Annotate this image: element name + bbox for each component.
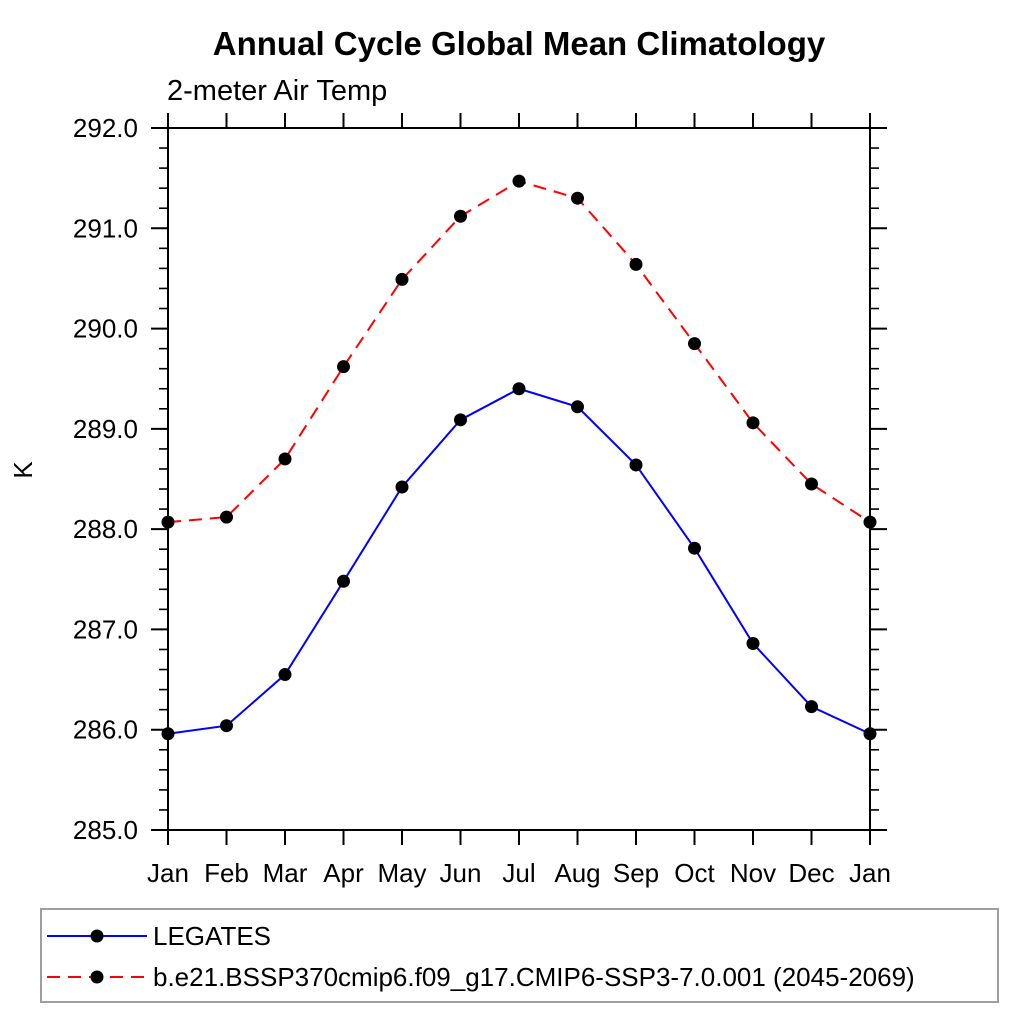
data-point-marker (805, 477, 818, 491)
y-tick-label: 291.0 (73, 213, 138, 243)
y-tick-label: 290.0 (73, 314, 138, 344)
data-point-marker (278, 452, 292, 466)
x-tick-label: May (377, 858, 426, 888)
x-tick-label: Aug (554, 858, 600, 888)
series-line (167, 387, 871, 735)
data-point-marker (805, 700, 818, 714)
plot-frame (167, 127, 871, 831)
x-tick-label: Feb (204, 858, 249, 888)
data-point-marker (161, 727, 175, 741)
data-point-marker (629, 458, 643, 472)
series-line (167, 180, 871, 524)
x-tick-label: Jan (147, 858, 189, 888)
y-tick-label: 286.0 (73, 715, 138, 745)
x-tick-label: Oct (674, 858, 715, 888)
x-tick-label: Sep (613, 858, 659, 888)
data-point-marker (395, 480, 409, 494)
y-tick-label: 287.0 (73, 614, 138, 644)
data-point-marker (220, 510, 233, 524)
data-point-marker (512, 174, 526, 188)
legend-entry-marker (90, 929, 104, 943)
data-point-marker (571, 400, 584, 414)
x-tick-label: Apr (323, 858, 364, 888)
y-axis-label: K (8, 461, 38, 479)
legend-entry-label: b.e21.BSSP370cmip6.f09_g17.CMIP6-SSP3-7.… (153, 962, 915, 992)
y-tick-label: 285.0 (73, 815, 138, 845)
data-point-marker (454, 413, 467, 427)
data-point-marker (337, 360, 350, 374)
data-point-marker (395, 272, 409, 286)
legend-box (40, 908, 999, 1003)
data-point-marker (688, 337, 701, 351)
data-point-marker (571, 191, 584, 205)
legend-entry-label: LEGATES (153, 921, 271, 951)
data-point-marker (746, 416, 760, 430)
data-point-marker (688, 541, 701, 555)
data-point-marker (220, 719, 233, 733)
data-point-marker (629, 257, 643, 271)
chart-subtitle: 2-meter Air Temp (167, 75, 387, 107)
x-tick-label: Jun (440, 858, 482, 888)
chart-title: Annual Cycle Global Mean Climatology (213, 25, 826, 62)
x-tick-label: Jul (502, 858, 535, 888)
x-tick-label: Nov (730, 858, 776, 888)
data-point-marker (161, 515, 175, 529)
data-point-marker (337, 574, 350, 588)
data-point-marker (278, 668, 292, 682)
axes: 285.0 286.0 287.0 288.0 289.0 290.0 291.0 292.0… (73, 113, 891, 888)
legend-entry-marker (90, 970, 104, 984)
y-tick-label: 292.0 (73, 113, 138, 143)
data-series (161, 174, 877, 741)
x-tick-label: Mar (263, 858, 308, 888)
data-point-marker (454, 209, 467, 223)
x-tick-label: Dec (788, 858, 834, 888)
y-tick-label: 289.0 (73, 414, 138, 444)
legend: LEGATES b.e21.BSSP370cmip6.f09_g17.CMIP6-… (40, 908, 999, 1003)
data-point-marker (863, 727, 877, 741)
data-point-marker (863, 515, 877, 529)
data-point-marker (512, 382, 526, 396)
y-tick-label: 288.0 (73, 514, 138, 544)
x-tick-label: Jan (849, 858, 891, 888)
data-point-marker (746, 636, 760, 650)
